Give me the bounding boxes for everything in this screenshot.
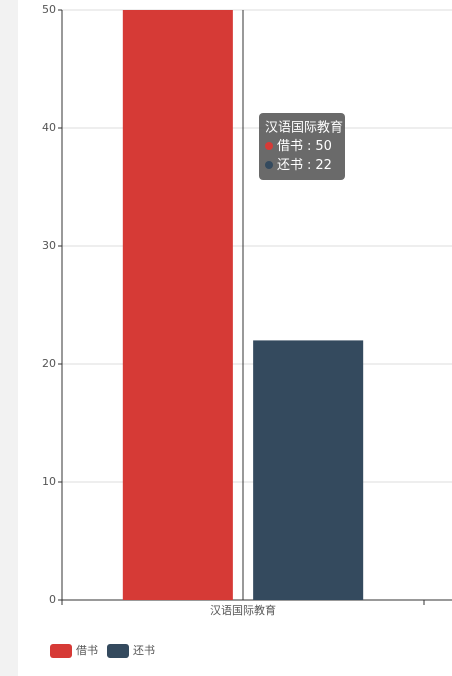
tooltip: 汉语国际教育 借书:50 还书:22 <box>259 113 345 180</box>
y-tick-label: 10 <box>42 475 56 488</box>
tooltip-dot <box>265 142 273 150</box>
tooltip-dot <box>265 161 273 169</box>
bar <box>253 340 364 600</box>
y-tick-label: 40 <box>42 121 56 134</box>
legend-label: 还书 <box>133 644 155 657</box>
x-tick-label: 汉语国际教育 <box>210 603 276 617</box>
tooltip-name: 还书 <box>277 158 303 173</box>
side-strip <box>0 0 18 676</box>
tooltip-rows: 借书:50 还书:22 <box>265 139 332 173</box>
legend-label: 借书 <box>76 644 98 657</box>
tooltip-value: 50 <box>315 139 332 154</box>
tooltip-box <box>259 113 345 180</box>
bar <box>122 10 233 600</box>
y-tick-label: 0 <box>49 593 56 606</box>
tooltip-name: 借书 <box>277 139 303 154</box>
tooltip-sep: : <box>307 139 311 154</box>
tooltip-row: 借书:50 <box>277 139 332 154</box>
tooltip-row: 还书:22 <box>277 158 332 173</box>
tooltip-value: 22 <box>315 158 332 173</box>
tooltip-title: 汉语国际教育 <box>265 120 343 136</box>
legend: 借书 还书 <box>50 644 155 658</box>
y-tick-label: 20 <box>42 357 56 370</box>
tooltip-sep: : <box>307 158 311 173</box>
legend-swatch <box>107 644 129 658</box>
legend-swatch <box>50 644 72 658</box>
plot: 0 10 20 30 40 50 汉语国际教育 <box>42 3 452 617</box>
y-tick-label: 50 <box>42 3 56 16</box>
y-tick-label: 30 <box>42 239 56 252</box>
